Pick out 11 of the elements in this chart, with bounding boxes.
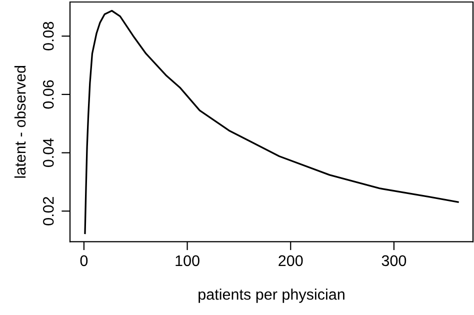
- y-tick-label: 0.06: [42, 80, 54, 109]
- line-series: [84, 10, 459, 234]
- y-tick-label: 0.02: [42, 196, 54, 226]
- y-tick-label: 0.08: [42, 22, 54, 50]
- y-axis-title: latent - observed: [14, 66, 26, 178]
- x-tick-label: 300: [382, 255, 406, 266]
- x-axis-title: patients per physician: [198, 288, 344, 303]
- x-tick-label: 0: [80, 255, 88, 266]
- x-tick-label: 100: [176, 255, 200, 266]
- y-tick-label: 0.04: [42, 138, 54, 168]
- x-tick-label: 200: [278, 255, 303, 266]
